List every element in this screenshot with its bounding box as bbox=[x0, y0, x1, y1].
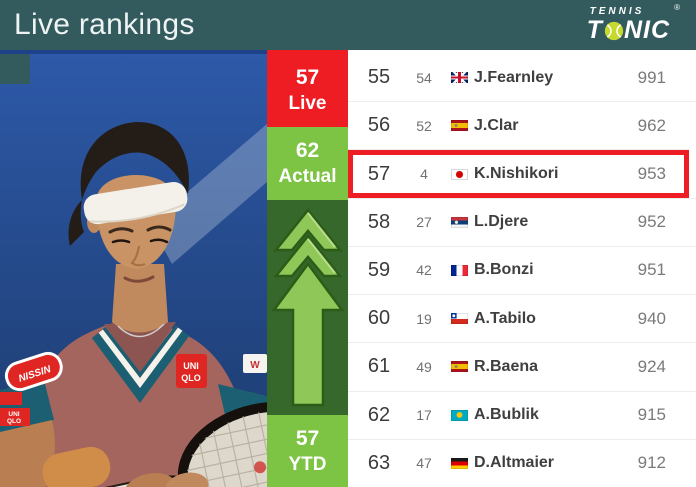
rank-value: 63 bbox=[367, 451, 391, 474]
ytd-rank-label: YTD bbox=[288, 453, 327, 475]
underline-white bbox=[348, 50, 696, 54]
uniqlo-sleeve-patch: UNI QLO bbox=[0, 408, 30, 426]
flag-icon bbox=[451, 313, 468, 325]
actual-rank-value: 62 bbox=[295, 139, 320, 162]
secondary-value: 54 bbox=[416, 69, 432, 86]
player-photo: NISSIN UNI QLO UNI QLO W bbox=[0, 54, 267, 487]
ytd-rank-value: 57 bbox=[295, 426, 320, 450]
ytd-rank-block: 57 YTD bbox=[267, 415, 348, 487]
logo-tonic-text: T NIC bbox=[587, 18, 670, 43]
player-name[interactable]: A.Bublik bbox=[474, 406, 539, 424]
rank-value: 57 bbox=[367, 162, 391, 185]
live-rank-label: Live bbox=[288, 93, 327, 114]
secondary-value: 47 bbox=[416, 455, 432, 472]
flag-icon bbox=[451, 457, 468, 469]
player-name[interactable]: K.Nishikori bbox=[474, 165, 559, 183]
flag-icon bbox=[451, 409, 468, 421]
rank-value: 59 bbox=[367, 258, 391, 281]
up-arrow-icon bbox=[271, 207, 344, 407]
tennis-ball-icon bbox=[604, 21, 624, 41]
live-rank-block: 57 Live bbox=[267, 54, 348, 127]
svg-text:W: W bbox=[250, 360, 260, 371]
table-row[interactable]: 55 54 J.Fearnley 991 bbox=[348, 54, 696, 101]
secondary-value: 4 bbox=[420, 166, 428, 183]
page-title: Live rankings bbox=[14, 8, 195, 41]
uniqlo-label-uni: UNI bbox=[183, 361, 199, 371]
table-row[interactable]: 56 52 J.Clar 962 bbox=[348, 101, 696, 149]
logo-tennis-text: TENNIS bbox=[589, 6, 645, 17]
rank-value: 56 bbox=[367, 114, 391, 137]
rank-value: 61 bbox=[367, 355, 391, 378]
table-row[interactable]: 62 17 A.Bublik 915 bbox=[348, 390, 696, 439]
player-name[interactable]: J.Fearnley bbox=[474, 68, 554, 86]
underline-red bbox=[267, 50, 348, 54]
tennis-tonic-logo[interactable]: TENNIS T NIC ® bbox=[587, 3, 680, 43]
secondary-value: 17 bbox=[416, 407, 432, 424]
table-row[interactable]: 63 47 D.Altmaier 912 bbox=[348, 438, 696, 487]
table-row[interactable]: 58 27 L.Djere 952 bbox=[348, 197, 696, 246]
player-name[interactable]: D.Altmaier bbox=[474, 454, 555, 472]
content: NISSIN UNI QLO UNI QLO W bbox=[0, 54, 696, 487]
logo-letter-t: T bbox=[586, 16, 603, 44]
table-row-highlighted[interactable]: 57 4 K.Nishikori 953 bbox=[348, 149, 689, 197]
uniqlo-label-qlo: QLO bbox=[181, 373, 201, 383]
table-row[interactable]: 61 49 R.Baena 924 bbox=[348, 342, 696, 390]
header: Live rankings TENNIS T NIC ® bbox=[0, 0, 696, 50]
points-value: 953 bbox=[637, 164, 666, 184]
player-name[interactable]: R.Baena bbox=[474, 357, 539, 375]
rank-value: 55 bbox=[367, 66, 391, 89]
nissin-patch: NISSIN bbox=[4, 351, 63, 392]
flag-icon bbox=[451, 72, 468, 84]
rank-value: 62 bbox=[367, 403, 391, 426]
player-name[interactable]: A.Tabilo bbox=[474, 309, 536, 327]
points-value: 991 bbox=[637, 67, 666, 87]
wilson-patch: W bbox=[243, 354, 267, 373]
uniqlo-chest-patch: UNI QLO bbox=[176, 354, 207, 388]
registered-mark: ® bbox=[674, 3, 680, 12]
table-row[interactable]: 60 19 A.Tabilo 940 bbox=[348, 294, 696, 342]
actual-rank-block: 62 Actual bbox=[267, 127, 348, 200]
points-value: 962 bbox=[637, 115, 666, 135]
underline-blue bbox=[0, 50, 267, 54]
svg-text:UNI: UNI bbox=[8, 411, 19, 418]
points-value: 915 bbox=[637, 405, 666, 425]
points-value: 951 bbox=[637, 260, 666, 280]
points-value: 940 bbox=[637, 308, 666, 328]
secondary-value: 27 bbox=[416, 214, 432, 231]
flag-icon bbox=[451, 120, 468, 132]
flag-icon bbox=[451, 216, 468, 228]
points-value: 924 bbox=[637, 356, 666, 376]
svg-text:QLO: QLO bbox=[7, 418, 21, 425]
live-rank-value: 57 bbox=[295, 66, 320, 89]
rankings-table: 55 54 J.Fearnley 991 56 52 J.Clar 962 57… bbox=[348, 54, 696, 487]
secondary-value: 52 bbox=[416, 117, 432, 134]
table-row[interactable]: 59 42 B.Bonzi 951 bbox=[348, 245, 696, 294]
flag-icon bbox=[451, 264, 468, 276]
player-name[interactable]: L.Djere bbox=[474, 213, 529, 231]
player-name[interactable]: B.Bonzi bbox=[474, 261, 534, 279]
secondary-value: 49 bbox=[416, 358, 432, 375]
points-value: 912 bbox=[637, 453, 666, 473]
actual-rank-label: Actual bbox=[278, 166, 337, 187]
logo-letters-nic: NIC bbox=[623, 16, 670, 44]
trend-block bbox=[267, 200, 348, 415]
secondary-value: 19 bbox=[416, 310, 432, 327]
secondary-value: 42 bbox=[416, 262, 432, 279]
rank-value: 58 bbox=[367, 210, 391, 233]
rank-panel: 57 Live 62 Actual 57 YTD bbox=[267, 54, 348, 487]
points-value: 952 bbox=[637, 212, 666, 232]
flag-icon bbox=[451, 361, 468, 373]
flag-icon bbox=[451, 168, 468, 180]
rank-value: 60 bbox=[367, 307, 391, 330]
player-name[interactable]: J.Clar bbox=[474, 116, 519, 134]
header-underline bbox=[0, 50, 696, 54]
